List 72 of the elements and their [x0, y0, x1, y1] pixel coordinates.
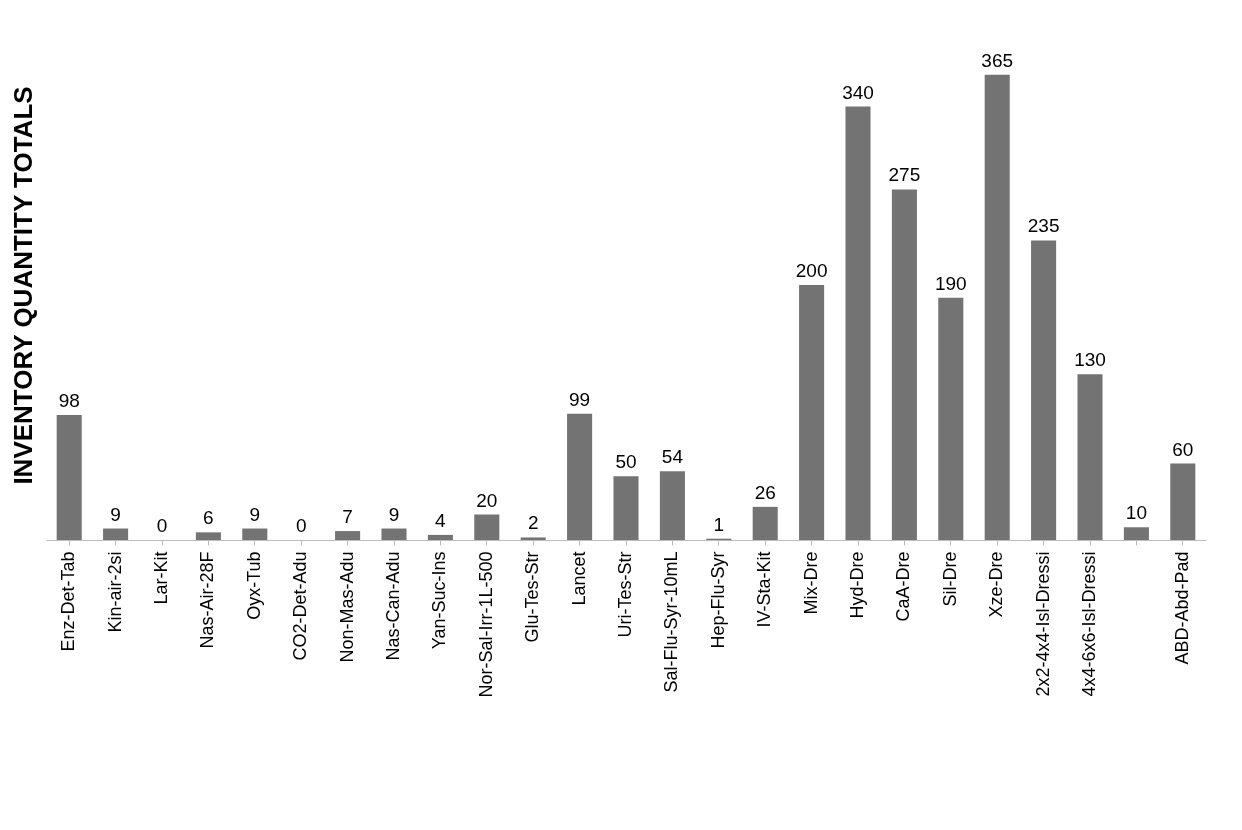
data-label: 7 [342, 506, 353, 528]
x-tick-label: Hep-Flu-Syr [707, 551, 728, 649]
bar [427, 534, 453, 540]
data-label: 9 [249, 503, 261, 525]
bar [1123, 527, 1149, 540]
bar [845, 106, 871, 540]
data-label: 235 [1027, 215, 1060, 237]
x-tick-label: IV-Sta-Kit [754, 551, 775, 628]
data-label: 10 [1125, 502, 1147, 524]
bar [103, 528, 129, 540]
x-tick-label: Uri-Tes-Str [615, 551, 635, 638]
data-label: 200 [795, 260, 828, 281]
x-tick-label: Enz-Det-Tab [58, 551, 79, 652]
data-label: 0 [156, 515, 168, 536]
x-tick-label: ABD-Abd-Pad [1171, 551, 1192, 665]
x-tick-label: Nor-Sal-Irr-1L-500 [475, 551, 496, 698]
y-axis-title: INVENTORY QUANTITY TOTALS [7, 86, 38, 485]
x-tick-label: CaA-Dre [893, 551, 914, 622]
x-tick-label: 2x2-4x4-Isl-Dressi [1032, 551, 1053, 697]
data-label: 9 [110, 503, 121, 525]
data-label: 340 [842, 81, 874, 103]
data-label: 190 [934, 272, 967, 294]
bar [195, 532, 221, 540]
x-tick-label: Sal-Flu-Syr-10mL [661, 551, 682, 693]
bar [1077, 374, 1103, 540]
data-label: 54 [661, 446, 684, 468]
data-label: 1 [713, 513, 725, 535]
x-tick-label: Xze-Dre [986, 551, 1007, 618]
x-tick-label: Mix-Dre [800, 551, 821, 615]
data-label: 9 [388, 503, 400, 525]
x-tick-label: Glu-Tes-Str [522, 551, 543, 643]
data-label: 98 [58, 390, 80, 412]
data-label: 26 [754, 481, 776, 503]
bar [567, 413, 593, 540]
x-tick-label: Non-Mas-Adu [336, 551, 357, 663]
data-label: 99 [569, 388, 591, 410]
data-label: 50 [615, 451, 637, 473]
bar [938, 297, 964, 540]
x-tick-label: 4x4-6x6-Isl-Dressi [1079, 551, 1099, 697]
data-label: 6 [203, 507, 214, 529]
bar [613, 476, 639, 540]
x-tick-label: CO2-Det-Adu [290, 551, 311, 661]
x-tick-label: Oyx-Tub [243, 551, 264, 620]
bar [984, 74, 1010, 540]
data-label: 4 [435, 509, 447, 531]
data-label: 130 [1074, 349, 1106, 371]
bar [381, 528, 407, 540]
data-label: 365 [981, 49, 1014, 71]
data-label: 60 [1172, 438, 1194, 460]
data-label: 2 [527, 512, 539, 534]
bar [891, 189, 917, 540]
x-tick-label: Sil-Dre [939, 551, 960, 607]
bar [659, 471, 685, 540]
bar [335, 531, 361, 540]
x-tick-label: Lar-Kit [151, 551, 171, 605]
x-tick-label: Nas-Can-Adu [383, 551, 403, 661]
bar [752, 506, 778, 540]
x-tick-label: Hyd-Dre [847, 551, 867, 619]
x-tick-label: Kin-air-2si [104, 551, 125, 633]
bar [799, 285, 825, 540]
data-label: 275 [888, 164, 921, 186]
bar [56, 415, 82, 540]
bar [242, 528, 268, 540]
bar [1170, 463, 1196, 540]
x-tick-label: Nas-Air-28F [197, 551, 218, 649]
x-tick-label: Yan-Suc-Ins [429, 551, 450, 650]
data-label: 20 [476, 489, 498, 511]
bar [474, 514, 500, 540]
data-label: 0 [295, 515, 307, 536]
x-tick-label: Lancet [568, 551, 589, 606]
bar [520, 537, 546, 540]
bar [1031, 240, 1057, 540]
